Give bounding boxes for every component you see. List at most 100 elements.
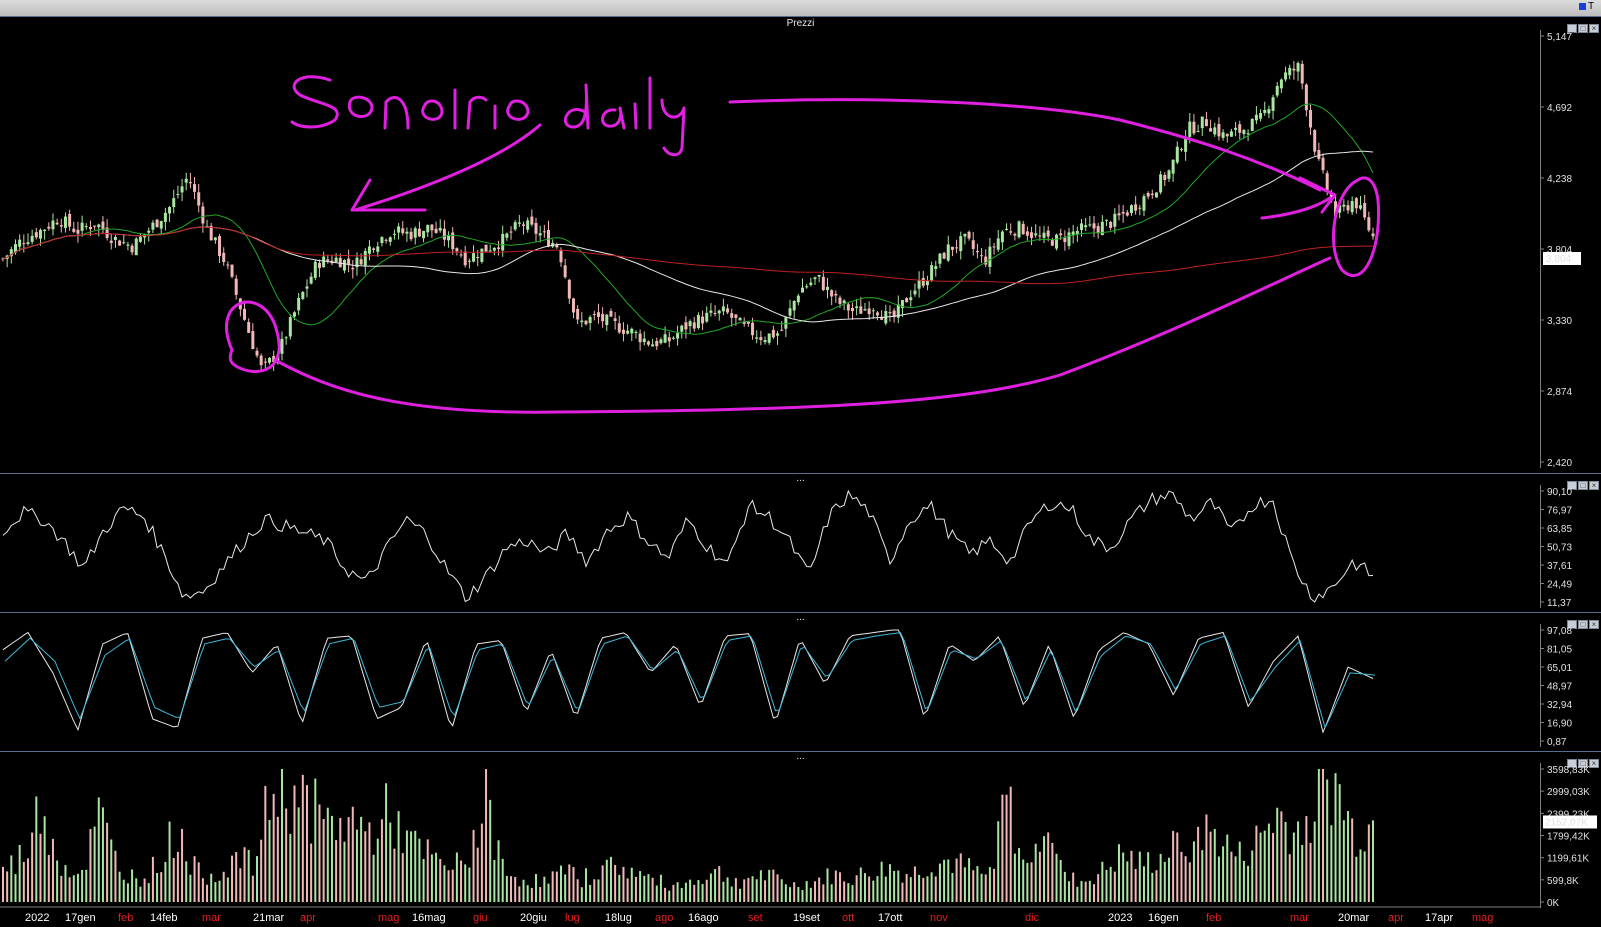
candle-body xyxy=(376,246,380,252)
candle-body xyxy=(305,286,309,289)
candle-body xyxy=(1217,124,1221,137)
volume-bar xyxy=(1247,865,1250,902)
close-button[interactable]: × xyxy=(1589,481,1599,490)
volume-bar xyxy=(605,859,608,902)
date-label: 20mar xyxy=(1338,912,1370,924)
minimize-button[interactable]: _ xyxy=(1567,620,1577,629)
candle-body xyxy=(867,308,871,315)
volume-bar xyxy=(51,838,54,902)
candle-body xyxy=(913,290,917,295)
close-button[interactable]: × xyxy=(1589,620,1599,629)
close-button[interactable]: × xyxy=(1589,24,1599,33)
annotation-circle-left xyxy=(225,300,281,374)
volume-bar xyxy=(1217,856,1220,902)
candle-body xyxy=(638,333,642,343)
volume-bar xyxy=(1155,870,1158,902)
volume-bar xyxy=(739,888,742,902)
candle-body xyxy=(680,325,684,332)
volume-chart[interactable]: 3598,83K 2999,03K 2399,23K 1799,42K 1199,61K… xyxy=(0,763,1601,908)
volume-bar xyxy=(1013,853,1016,902)
stochastic-panel-titlebar[interactable]: ... _ □ × xyxy=(0,612,1601,629)
volume-bar xyxy=(676,882,679,902)
candle-body xyxy=(621,329,625,334)
volume-bar xyxy=(584,868,587,902)
volume-bar xyxy=(1263,830,1266,902)
volume-bar xyxy=(510,876,513,902)
volume-bar xyxy=(726,877,729,902)
volume-bar xyxy=(214,882,217,902)
candle-body xyxy=(1109,221,1113,228)
annotation-circle-right xyxy=(1331,176,1381,278)
close-button[interactable]: × xyxy=(1589,759,1599,768)
candle-body xyxy=(1071,231,1075,235)
volume-bar xyxy=(784,884,787,902)
candle-body xyxy=(1030,232,1034,238)
volume-bar xyxy=(301,774,304,902)
volume-bar xyxy=(809,887,812,902)
price-chart[interactable]: 5,147 4,692 4,238 3,804 3,330 2,874 2,420 3,804… xyxy=(0,30,1601,468)
candle-body xyxy=(1171,159,1175,174)
candle-body xyxy=(942,252,946,259)
volume-bar xyxy=(872,880,875,902)
volume-bar xyxy=(156,872,159,902)
maximize-button[interactable]: □ xyxy=(1578,481,1588,490)
date-label: 21mar xyxy=(253,912,285,924)
candle-body xyxy=(1284,72,1288,80)
volume-bar xyxy=(714,869,717,902)
minimize-button[interactable]: _ xyxy=(1567,759,1577,768)
candle-body xyxy=(709,310,713,313)
candle-body xyxy=(1304,84,1308,111)
candle-body xyxy=(118,240,122,246)
candle-body xyxy=(484,244,488,252)
candle-body xyxy=(892,310,896,318)
candle-body xyxy=(617,323,621,333)
volume-panel-titlebar[interactable]: ... _ □ × xyxy=(0,751,1601,768)
candle-body xyxy=(1117,213,1121,216)
volume-bar xyxy=(101,807,104,902)
volume-bar xyxy=(801,890,804,902)
osc-tick-label: 76,97 xyxy=(1547,506,1572,517)
osc-tick-label: 24,49 xyxy=(1547,580,1572,591)
date-label: dic xyxy=(1025,912,1040,924)
volume-bar xyxy=(1197,826,1200,902)
candle-body xyxy=(447,234,451,241)
volume-bar xyxy=(1159,853,1162,902)
volume-bar xyxy=(401,853,404,902)
candle-body xyxy=(713,313,717,315)
volume-bar xyxy=(289,833,292,902)
candle-body xyxy=(671,337,675,339)
candle-body xyxy=(188,182,192,184)
candle-body xyxy=(1342,204,1346,207)
date-label: 17gen xyxy=(65,912,96,924)
candle-body xyxy=(472,253,476,262)
volume-bar xyxy=(385,783,388,902)
volume-bar xyxy=(997,821,1000,902)
maximize-button[interactable]: □ xyxy=(1578,759,1588,768)
candle-body xyxy=(1367,217,1371,231)
stochastic-chart[interactable]: 97,08 81,05 65,01 48,97 32,94 16,90 0,87 xyxy=(0,624,1601,747)
volume-bar xyxy=(364,831,367,902)
candle-body xyxy=(197,192,201,206)
candle-body xyxy=(1192,121,1196,134)
candle-body xyxy=(317,262,321,269)
volume-bar xyxy=(1213,829,1216,902)
candle-body xyxy=(209,225,213,241)
maximize-button[interactable]: □ xyxy=(1578,24,1588,33)
oscillator-chart[interactable]: 90,10 76,97 63,85 50,73 37,61 24,49 11,37 xyxy=(0,485,1601,608)
date-label: 16ago xyxy=(688,912,719,924)
minimize-button[interactable]: _ xyxy=(1567,481,1577,490)
candle-body xyxy=(334,257,338,263)
vol-tick-label: 2999,03K xyxy=(1547,787,1590,798)
candle-body xyxy=(51,220,55,230)
candle-body xyxy=(871,310,875,312)
maximize-button[interactable]: □ xyxy=(1578,620,1588,629)
candle-body xyxy=(176,193,180,195)
candle-body xyxy=(742,321,746,324)
volume-bar xyxy=(1259,832,1262,902)
candle-body xyxy=(730,313,734,318)
oscillator-panel-titlebar[interactable]: ... _ □ × xyxy=(0,473,1601,490)
minimize-button[interactable]: _ xyxy=(1567,24,1577,33)
volume-bar xyxy=(339,817,342,902)
candle-body xyxy=(696,315,700,329)
price-panel-titlebar[interactable]: Prezzi _ □ × xyxy=(0,16,1601,33)
